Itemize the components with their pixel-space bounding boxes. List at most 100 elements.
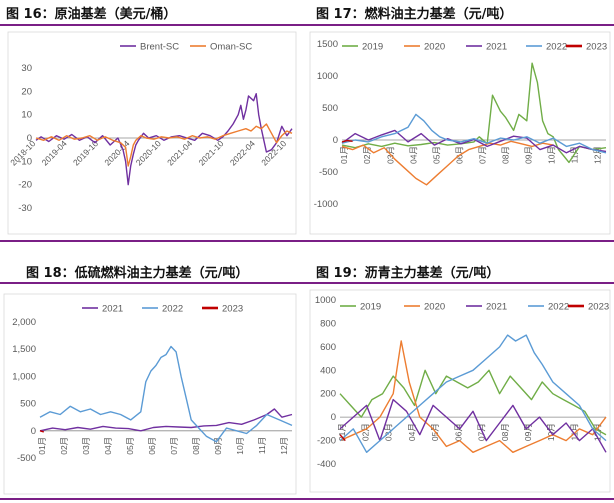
series-line-2021 xyxy=(339,398,607,453)
y-tick-label: -400 xyxy=(317,459,336,470)
x-tick-label: 2020-10 xyxy=(134,138,163,167)
x-tick-label: 06月 xyxy=(147,437,157,455)
legend-label: 2020 xyxy=(424,302,445,313)
chart-frame xyxy=(3,293,297,495)
x-tick-label: 11月 xyxy=(257,437,267,454)
y-tick-label: 800 xyxy=(320,318,336,329)
x-tick-label: 09月 xyxy=(523,423,533,441)
y-tick-label: -200 xyxy=(317,436,336,447)
x-tick-label: 06月 xyxy=(453,423,463,441)
series-line-2020 xyxy=(341,140,554,186)
legend-label: 2023 xyxy=(586,42,607,53)
chart-frame xyxy=(309,31,611,235)
chart-frame xyxy=(7,31,297,235)
y-tick-label: 1000 xyxy=(317,71,338,82)
footer-rule xyxy=(0,498,614,500)
chart-panel-17: 1500 1000 500 0 -500 -1000 01月 02月 03月 04月 05月 06月 0… xyxy=(306,28,612,238)
x-tick-label: 05月 xyxy=(125,437,135,455)
x-tick-label: 2021-04 xyxy=(165,138,194,167)
y-tick-label: -500 xyxy=(319,167,338,178)
legend-label: 2023 xyxy=(222,304,243,315)
middle-rule xyxy=(0,240,614,242)
series-line-2023 xyxy=(39,430,44,433)
chart-frame xyxy=(309,289,611,493)
y-tick-label: -500 xyxy=(17,453,36,464)
y-tick-label: 400 xyxy=(320,365,336,376)
legend-label: 2021 xyxy=(486,302,507,313)
x-tick-label: 09月 xyxy=(524,146,534,164)
y-tick-label: 600 xyxy=(320,342,336,353)
x-tick-label: 08月 xyxy=(191,437,201,455)
y-tick-label: 1000 xyxy=(315,295,336,306)
chart-title-17: 图 17：燃料油主力基差（元/吨） xyxy=(316,7,513,22)
chart-title-19: 图 19：沥青主力基差（元/吨） xyxy=(316,266,500,281)
y-tick-label: 10 xyxy=(21,110,32,121)
y-tick-label: -1000 xyxy=(314,199,338,210)
legend-label: 2019 xyxy=(362,42,383,53)
chart-panel-18: 2,000 1,500 1,000 500 0 -500 01月 02月 03月 04月 05月 06… xyxy=(0,286,300,496)
x-tick-label: 10月 xyxy=(547,146,557,164)
x-tick-label: 04月 xyxy=(408,146,418,164)
y-tick-label: 2,000 xyxy=(12,317,36,328)
x-tick-label: 03月 xyxy=(81,437,91,455)
y-tick-label: 500 xyxy=(322,103,338,114)
series-line-Brent-SC xyxy=(35,93,293,186)
y-tick-label: 200 xyxy=(320,389,336,400)
x-tick-label: 01月 xyxy=(339,146,349,164)
chart-panel-19: 1000 800 600 400 200 0 -200 -400 01月 02月 03月 04月 05月… xyxy=(306,286,612,496)
x-tick-label: 12月 xyxy=(593,423,603,441)
x-tick-label: 2019-04 xyxy=(40,138,69,167)
legend-label: 2022 xyxy=(546,42,567,53)
x-tick-label: 2021-10 xyxy=(196,138,225,167)
y-tick-label: 1,500 xyxy=(12,344,36,355)
x-tick-label: 02月 xyxy=(362,146,372,164)
chart-title-18: 图 18：低硫燃料油主力基差（元/吨） xyxy=(26,266,249,281)
y-tick-label: 500 xyxy=(20,399,36,410)
series-line-2021 xyxy=(39,408,293,432)
legend-label: 2020 xyxy=(424,42,445,53)
y-tick-label: -10 xyxy=(18,156,32,167)
legend-label: 2019 xyxy=(360,302,381,313)
y-tick-label: -30 xyxy=(18,203,32,214)
x-tick-label: 07月 xyxy=(477,423,487,441)
y-tick-label: 0 xyxy=(333,135,338,146)
x-tick-label: 09月 xyxy=(213,437,223,455)
series-line-2023 xyxy=(339,434,346,442)
series-line-2019 xyxy=(339,369,607,436)
y-tick-label: -20 xyxy=(18,180,32,191)
chart-title-16: 图 16：原油基差（美元/桶） xyxy=(6,7,177,22)
x-tick-label: 2022-10 xyxy=(259,138,288,167)
series-line-2019 xyxy=(341,62,607,164)
bottom-rule xyxy=(0,282,614,284)
y-tick-label: 30 xyxy=(21,63,32,74)
legend-label: Brent-SC xyxy=(140,42,179,53)
series-line-2022 xyxy=(341,113,607,154)
x-tick-label: 07月 xyxy=(477,146,487,164)
series-line-2022 xyxy=(39,345,293,443)
legend-label: 2021 xyxy=(486,42,507,53)
x-tick-label: 11月 xyxy=(569,423,579,440)
series-line-2023 xyxy=(341,139,353,143)
legend-label: 2022 xyxy=(162,304,183,315)
y-tick-label: 0 xyxy=(331,412,336,423)
x-tick-label: 01月 xyxy=(337,423,347,441)
y-tick-label: 1500 xyxy=(317,39,338,50)
legend-label: 2022 xyxy=(548,302,569,313)
y-tick-label: 0 xyxy=(27,133,32,144)
x-tick-label: 2022-04 xyxy=(228,138,257,167)
x-tick-label: 10月 xyxy=(235,437,245,455)
chart-panel-16: 30 20 10 0 -10 -20 -30 2018-10 2019-04 2019-10 202… xyxy=(0,28,300,238)
x-tick-label: 04月 xyxy=(103,437,113,455)
series-line-Oman-SC xyxy=(35,123,293,167)
x-tick-label: 12月 xyxy=(279,437,289,455)
series-line-2020 xyxy=(339,340,607,453)
x-tick-label: 12月 xyxy=(593,146,603,164)
x-tick-label: 08月 xyxy=(500,423,510,441)
x-tick-label: 01月 xyxy=(37,437,47,455)
x-tick-label: 05月 xyxy=(431,146,441,164)
x-tick-label: 08月 xyxy=(501,146,511,164)
